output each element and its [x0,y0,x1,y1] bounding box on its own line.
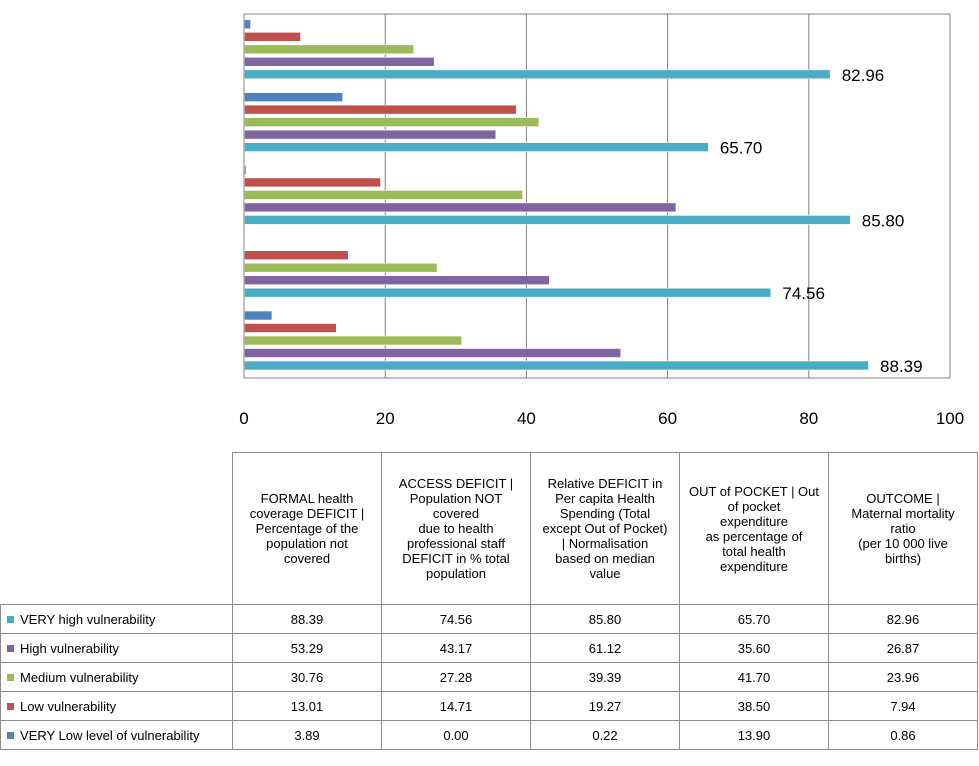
bar-medium-vulnerability [244,117,540,127]
table-column-header: OUTCOME | Maternal mortality ratio (per … [828,452,978,605]
bar-high-vulnerability [244,275,550,286]
legend-swatch [7,702,14,710]
table-cell: 23.96 [828,662,978,692]
bar-very-low-level-of-vulnerability [244,19,251,30]
data-label: 82.96 [842,66,885,85]
table-cell: 53.29 [232,633,382,663]
bar-high-vulnerability [244,348,622,358]
table-row: VERY high vulnerability 88.39 74.56 85.80 65… [0,604,978,634]
x-tick-label: 100 [936,409,964,428]
bar-very-low-level-of-vulnerability [244,237,246,248]
table-cell: 27.28 [381,662,531,692]
series-name: Low vulnerability [20,698,117,714]
table-cell: 74.56 [381,604,531,634]
table-row: VERY Low level of vulnerability 3.89 0.00 0… [0,720,978,750]
table-cell: 88.39 [232,604,382,634]
bar-low-vulnerability [244,31,301,42]
bar-medium-vulnerability [244,44,414,55]
bar-medium-vulnerability [244,262,438,273]
x-tick-label: 0 [239,409,248,428]
table-cell: 61.12 [530,633,680,663]
bar-low-vulnerability [244,104,517,115]
legend-entry: VERY Low level of vulnerability [0,720,233,750]
value-labels: 88.39 74.56 85.80 65.70 82.96 [720,66,923,376]
bar-very-high-vulnerability [244,142,709,152]
data-label: 65.70 [720,139,763,158]
table-column-header: FORMAL health coverage DEFICIT | Percent… [232,452,382,605]
bar-very-low-level-of-vulnerability [244,165,247,175]
data-label: 85.80 [862,211,905,230]
table-cell: 35.60 [679,633,829,663]
x-tick-label: 40 [517,409,536,428]
table-cell: 0.86 [828,720,978,750]
table-cell: 30.76 [232,662,382,692]
table-cell: 0.00 [381,720,531,750]
table-cell: 13.01 [232,691,382,721]
x-axis-ticks: 0 20 40 60 80 100 [239,409,964,428]
table-cell: 14.71 [381,691,531,721]
legend-swatch [7,673,14,681]
bar-very-low-level-of-vulnerability [244,310,273,321]
table-cell: 13.90 [679,720,829,750]
legend-swatch [7,615,14,623]
legend-swatch [7,731,14,739]
data-label: 74.56 [782,284,825,303]
series-name: Medium vulnerability [20,669,139,685]
series-name: VERY high vulnerability [20,611,156,627]
legend-entry: High vulnerability [0,633,233,663]
bar-low-vulnerability [244,323,337,333]
table-cell: 19.27 [530,691,680,721]
bar-high-vulnerability [244,129,497,140]
table-cell: 39.39 [530,662,680,692]
legend-entry: Medium vulnerability [0,662,233,692]
bar-very-low-level-of-vulnerability [244,92,343,102]
table-cell: 26.87 [828,633,978,663]
table-cell: 41.70 [679,662,829,692]
table-cell: 82.96 [828,604,978,634]
table-cell: 3.89 [232,720,382,750]
bar-very-high-vulnerability [244,287,772,298]
table-corner [0,452,233,605]
bars [244,19,869,371]
x-tick-label: 80 [799,409,818,428]
bar-very-high-vulnerability [244,69,831,80]
bar-medium-vulnerability [244,335,462,346]
table-cell: 43.17 [381,633,531,663]
table-row: Low vulnerability 13.01 14.71 19.27 38.50 7.9… [0,691,978,721]
table-cell: 38.50 [679,691,829,721]
table-cell: 0.22 [530,720,680,750]
bar-chart: 88.39 74.56 85.80 65.70 82.96 0 20 40 60 80 100 [239,13,964,428]
bar-high-vulnerability [244,202,677,213]
table-row: Medium vulnerability 30.76 27.28 39.39 41.70… [0,662,978,692]
bar-very-high-vulnerability [244,360,869,371]
table-column-header: ACCESS DEFICIT | Population NOT covered … [381,452,531,605]
data-label: 88.39 [880,357,923,376]
table-row: High vulnerability 53.29 43.17 61.12 35.60 26… [0,633,978,663]
x-tick-label: 60 [658,409,677,428]
legend-entry: Low vulnerability [0,691,233,721]
table-cell: 65.70 [679,604,829,634]
bar-low-vulnerability [244,177,381,188]
bar-medium-vulnerability [244,190,523,200]
bar-high-vulnerability [244,56,435,67]
series-name: VERY Low level of vulnerability [20,727,200,743]
table-column-header: OUT of POCKET | Out of pocket expenditur… [679,452,829,605]
legend-entry: VERY high vulnerability [0,604,233,634]
table-column-header: Relative DEFICIT in Per capita Health Sp… [530,452,680,605]
table-cell: 85.80 [530,604,680,634]
data-table: FORMAL health coverage DEFICIT | Percent… [0,452,978,750]
bar-very-high-vulnerability [244,215,851,225]
series-name: High vulnerability [20,640,119,656]
x-tick-label: 20 [376,409,395,428]
legend-swatch [7,644,14,652]
plot-area-border [243,13,951,379]
table-cell: 7.94 [828,691,978,721]
bar-low-vulnerability [244,250,349,260]
